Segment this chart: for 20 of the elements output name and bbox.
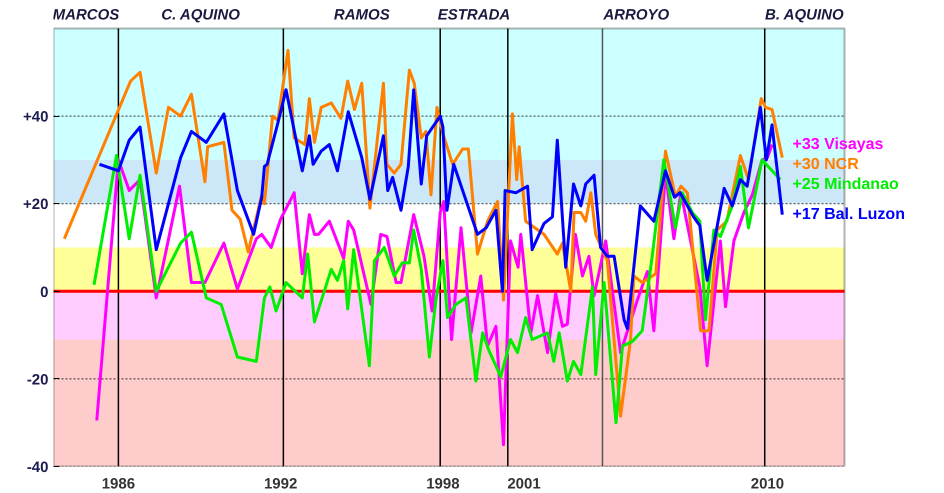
y-tick-label: -40	[26, 459, 49, 476]
x-tick-label: 2010	[750, 476, 784, 492]
x-tick-label: 1998	[426, 476, 460, 492]
series-label: +33 Visayas	[792, 136, 884, 154]
series-label: +30 NCR	[792, 156, 860, 174]
series-label: +17 Bal. Luzon	[792, 206, 905, 224]
text: B. AQUINO	[765, 6, 844, 24]
x-tick-label: 2001	[507, 476, 541, 492]
y-tick-label: +40	[23, 108, 49, 126]
x-tick-label: 1992	[264, 476, 298, 492]
text: ESTRADA	[438, 6, 510, 24]
text: ARROYO	[602, 6, 670, 24]
text: RAMOS	[334, 6, 390, 24]
y-tick-label: -20	[26, 371, 49, 388]
y-tick-label: +20	[23, 196, 49, 214]
series-label: +25 Mindanao	[792, 176, 899, 194]
y-tick-label: 0	[40, 284, 48, 301]
line-series	[98, 88, 784, 330]
text: C. AQUINO	[161, 6, 240, 24]
x-tick-label: 1986	[102, 476, 136, 492]
